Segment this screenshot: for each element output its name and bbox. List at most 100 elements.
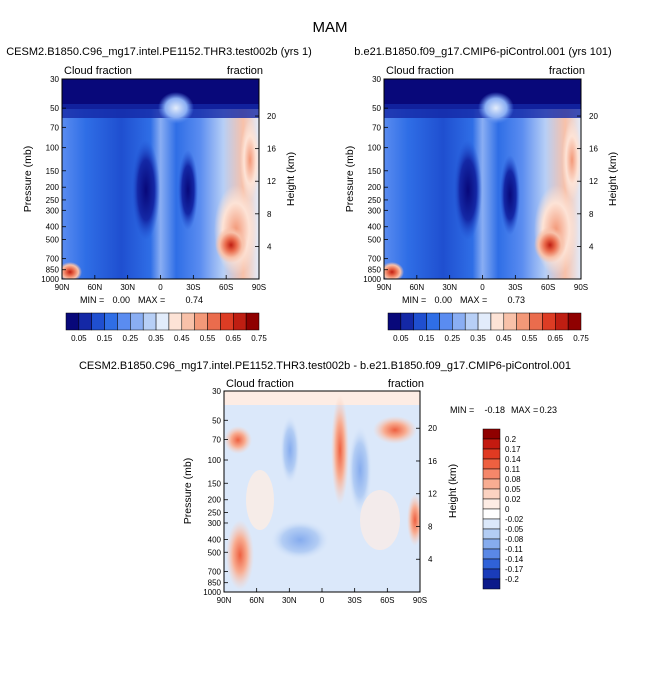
- colorbar-swatch: [482, 478, 501, 490]
- x-tick-label: 90N: [377, 283, 392, 292]
- colorbar-swatch: [490, 312, 505, 331]
- colorbar-label: 0.45: [174, 334, 190, 343]
- colorbar-test: 0.05 0.15 0.25 0.35 0.45 0.55 0.65 0.75: [65, 312, 267, 343]
- colorbar-label: 0.11: [505, 465, 521, 474]
- colorbar-label: 0.65: [547, 334, 563, 343]
- colorbar-swatch: [482, 458, 501, 470]
- y-tick-label: 500: [208, 548, 222, 557]
- colorbar-label: 0.02: [505, 495, 521, 504]
- x-tick-label: 90N: [217, 596, 232, 605]
- colorbar-label: 0.65: [225, 334, 241, 343]
- y-tick-label: 700: [368, 255, 382, 264]
- height-tick-label: 16: [589, 145, 598, 154]
- colorbar-label: 0.25: [123, 334, 139, 343]
- right-label: fraction: [388, 378, 424, 390]
- x-tick-label: 30S: [508, 283, 522, 292]
- y-tick-label: 70: [50, 123, 59, 132]
- colorbar-swatch: [482, 578, 501, 590]
- colorbar-swatch: [117, 312, 131, 331]
- y-tick-label: 50: [372, 104, 381, 113]
- y-tick-label: 200: [208, 496, 222, 505]
- colorbar-swatch: [482, 538, 501, 550]
- x-axis: 90N 60N 30N 0 30S 60S 90S: [55, 275, 266, 292]
- page-title: MAM: [313, 19, 348, 36]
- colorbar-label: -0.05: [505, 525, 524, 534]
- height-axis-label: Height (km): [607, 152, 619, 206]
- y-tick-label: 1000: [203, 588, 221, 597]
- y-tick-label: 700: [46, 255, 60, 264]
- x-tick-label: 60N: [249, 596, 264, 605]
- height-tick-label: 4: [267, 242, 272, 251]
- y-tick-label: 100: [208, 456, 222, 465]
- max-value: 0.73: [507, 295, 525, 305]
- y-tick-label: 300: [208, 519, 222, 528]
- colorbar-swatch: [220, 312, 234, 331]
- y-axis-label: Pressure (mb): [344, 146, 356, 213]
- max-label: MAX =: [460, 295, 487, 305]
- max-value: 0.23: [539, 405, 557, 415]
- height-tick-label: 8: [428, 522, 433, 531]
- min-label: MIN =: [402, 295, 426, 305]
- x-tick-label: 60N: [87, 283, 102, 292]
- x-tick-label: 30N: [120, 283, 135, 292]
- colorbar-label: 0.15: [97, 334, 113, 343]
- left-label: Cloud fraction: [64, 65, 132, 77]
- y-tick-label: 850: [208, 579, 222, 588]
- height-axis-label: Height (km): [447, 464, 459, 518]
- colorbar-label: 0.45: [496, 334, 512, 343]
- max-label: MAX =: [138, 295, 165, 305]
- colorbar-label: 0: [505, 505, 510, 514]
- x-tick-label: 0: [158, 283, 163, 292]
- colorbar-swatch: [439, 312, 453, 331]
- height-axis: 4 8 12 16 20: [416, 424, 437, 564]
- colorbar-swatch: [516, 312, 530, 331]
- colorbar-swatch: [168, 312, 183, 331]
- colorbar-label: 0.25: [445, 334, 461, 343]
- y-tick-label: 500: [46, 235, 60, 244]
- panel-test-cloud-fraction: CESM2.B1850.C96_mg17.intel.PE1152.THR3.t…: [6, 46, 312, 305]
- height-tick-label: 20: [428, 424, 437, 433]
- colorbar-swatch: [400, 312, 414, 331]
- y-tick-label: 400: [368, 223, 382, 232]
- y-tick-label: 700: [208, 568, 222, 577]
- y-tick-label: 850: [368, 266, 382, 275]
- height-axis: 4 8 12 16 20: [577, 112, 598, 251]
- colorbar-swatch: [477, 312, 492, 331]
- colorbar-label: 0.75: [573, 334, 589, 343]
- colorbar-swatch: [482, 428, 501, 440]
- colorbar-swatch: [91, 312, 105, 331]
- y-tick-label: 500: [368, 235, 382, 244]
- x-tick-label: 90N: [55, 283, 70, 292]
- y-tick-label: 400: [46, 223, 60, 232]
- colorbar-swatch: [387, 312, 402, 331]
- y-tick-label: 200: [46, 183, 60, 192]
- x-tick-label: 90S: [413, 596, 427, 605]
- colorbar-label: 0.14: [505, 455, 521, 464]
- min-value: -0.18: [484, 405, 505, 415]
- colorbar-swatch: [542, 312, 556, 331]
- x-tick-label: 0: [320, 596, 325, 605]
- x-tick-label: 0: [480, 283, 485, 292]
- colorbar-label: -0.2: [505, 575, 519, 584]
- colorbar-label: 0.75: [251, 334, 267, 343]
- min-value: 0.00: [112, 295, 130, 305]
- colorbar-swatch: [482, 558, 501, 570]
- y-tick-label: 250: [208, 509, 222, 518]
- height-tick-label: 16: [267, 145, 276, 154]
- colorbar-swatch: [65, 312, 80, 331]
- max-label: MAX =: [511, 405, 538, 415]
- x-tick-label: 90S: [574, 283, 588, 292]
- x-tick-label: 60S: [541, 283, 555, 292]
- y-tick-label: 250: [46, 196, 60, 205]
- max-value: 0.74: [185, 295, 203, 305]
- y-tick-label: 150: [46, 167, 60, 176]
- min-label: MIN =: [80, 295, 104, 305]
- y-tick-label: 850: [46, 266, 60, 275]
- colorbar-swatch: [482, 508, 501, 520]
- left-label: Cloud fraction: [226, 378, 294, 390]
- colorbar-label: 0.08: [505, 475, 521, 484]
- y-tick-label: 300: [368, 206, 382, 215]
- y-tick-label: 50: [212, 416, 221, 425]
- height-axis-label: Height (km): [285, 152, 297, 206]
